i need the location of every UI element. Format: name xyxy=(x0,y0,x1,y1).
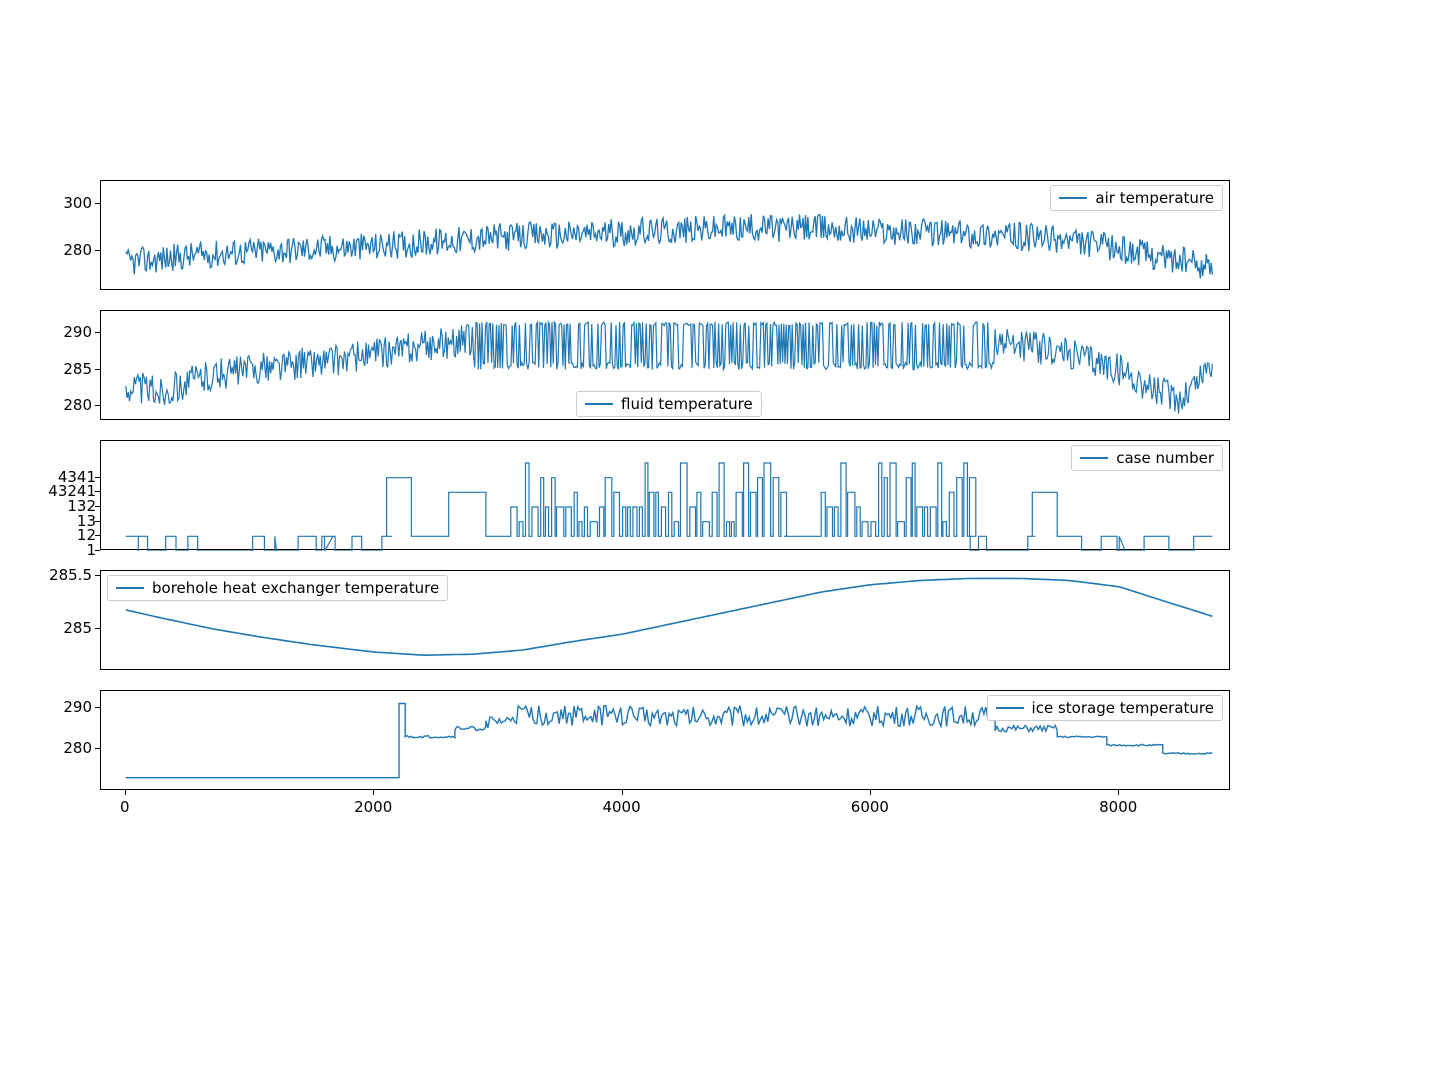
xtick-label: 8000 xyxy=(1099,798,1137,816)
legend-label: borehole heat exchanger temperature xyxy=(152,579,439,597)
panel-fluid: fluid temperature xyxy=(100,310,1230,420)
legend-borehole: borehole heat exchanger temperature xyxy=(107,575,448,601)
legend-swatch xyxy=(585,403,613,405)
legend-label: ice storage temperature xyxy=(1032,699,1214,717)
legend-label: air temperature xyxy=(1095,189,1214,207)
legend-label: case number xyxy=(1116,449,1214,467)
xtick-label: 0 xyxy=(120,798,130,816)
ytick-label: 280 xyxy=(40,739,92,757)
legend-swatch xyxy=(116,587,144,589)
ytick-label: 300 xyxy=(40,194,92,212)
ytick-label: 280 xyxy=(40,241,92,259)
ytick-label: 285.5 xyxy=(40,566,92,584)
panel-air: air temperature xyxy=(100,180,1230,290)
legend-swatch xyxy=(1080,457,1108,459)
legend-case: case number xyxy=(1071,445,1223,471)
panel-case: case number xyxy=(100,440,1230,550)
xtick-label: 6000 xyxy=(851,798,889,816)
series-case xyxy=(101,441,1231,551)
figure: air temperature 280 300 fluid temperature 28… xyxy=(0,0,1440,1080)
panel-ice: ice storage temperature xyxy=(100,690,1230,790)
legend-air: air temperature xyxy=(1050,185,1223,211)
xtick-label: 4000 xyxy=(602,798,640,816)
xtick-label: 2000 xyxy=(354,798,392,816)
ytick-label: 290 xyxy=(40,698,92,716)
legend-swatch xyxy=(996,707,1024,709)
panel-borehole: borehole heat exchanger temperature xyxy=(100,570,1230,670)
ytick-label: 280 xyxy=(40,396,92,414)
legend-swatch xyxy=(1059,197,1087,199)
ytick-label: 4341 xyxy=(54,468,96,486)
legend-ice: ice storage temperature xyxy=(987,695,1223,721)
legend-label: fluid temperature xyxy=(621,395,753,413)
ytick-label: 285 xyxy=(40,619,92,637)
legend-fluid: fluid temperature xyxy=(576,391,762,417)
ytick-label: 290 xyxy=(40,323,92,341)
ytick-label: 285 xyxy=(40,360,92,378)
